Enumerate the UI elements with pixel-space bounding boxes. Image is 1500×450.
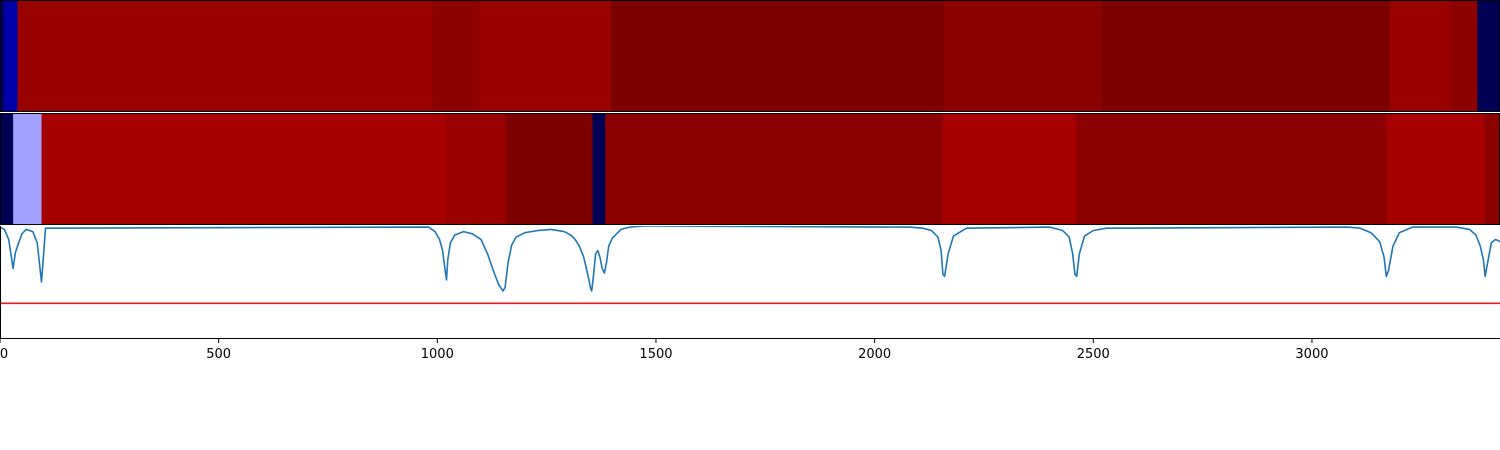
heatmap-cell: [610, 0, 945, 112]
series-line: [0, 226, 1500, 292]
heatmap-cell: [592, 113, 606, 225]
x-tick-label: 0: [0, 347, 8, 362]
plot-background: [0, 226, 1500, 338]
heatmap-cell: [1477, 0, 1500, 112]
heatmap-panel-middle: [0, 113, 1500, 225]
x-tick-label: 500: [206, 347, 231, 362]
heatmap-cell: [942, 113, 1077, 225]
x-tick-label: 2000: [858, 347, 891, 362]
heatmap-cell: [943, 0, 1102, 112]
heatmap-cell: [4, 0, 18, 112]
x-tick-label: 3000: [1295, 347, 1328, 362]
heatmap-cell: [41, 113, 447, 225]
heatmap-cell: [1389, 0, 1452, 112]
x-axis: 0 500 1000 1500 2000 2500 3000: [0, 338, 1329, 362]
heatmap-cell: [1075, 113, 1387, 225]
heatmap-cell: [0, 0, 5, 112]
heatmap-cell: [1386, 113, 1485, 225]
heatmap-cell: [1101, 0, 1391, 112]
x-tick-label: 1500: [639, 347, 672, 362]
x-tick-label: 1000: [421, 347, 454, 362]
heatmap-cell: [0, 113, 14, 225]
heatmap-cell: [446, 113, 507, 225]
heatmap-cell: [505, 113, 594, 225]
heatmap-cell: [17, 0, 434, 112]
heatmap-cell: [432, 0, 480, 112]
line-panel: [0, 226, 1500, 339]
heatmap-cell: [1484, 113, 1500, 225]
heatmap-panel-top: [0, 0, 1500, 112]
heatmap-cell: [605, 113, 943, 225]
x-tick-label: 2500: [1077, 347, 1110, 362]
heatmap-cell: [478, 0, 612, 112]
heatmap-cell: [13, 113, 43, 225]
heatmap-cell: [1451, 0, 1478, 112]
